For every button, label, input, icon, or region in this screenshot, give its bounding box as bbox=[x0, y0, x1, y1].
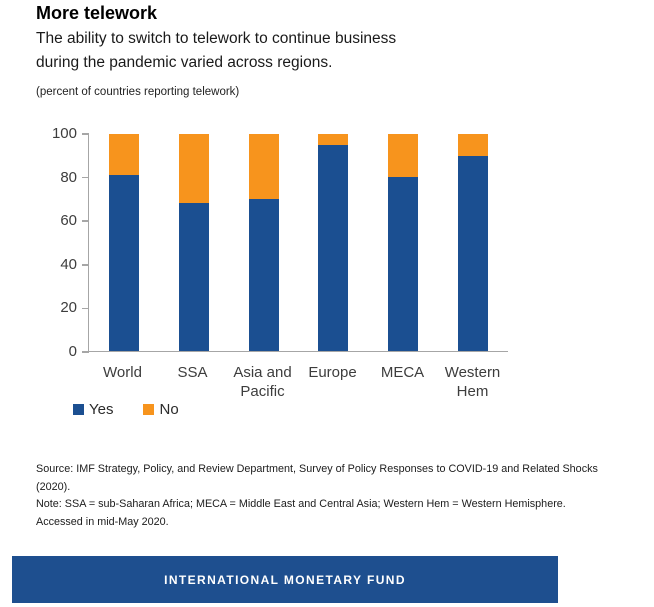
legend-label-no: No bbox=[159, 401, 179, 418]
y-tick-label-60: 60 bbox=[60, 212, 77, 230]
chart-plot-area: World SSA Asia and Pacific Europe MECA Wester… bbox=[52, 125, 508, 418]
bar-segment-yes-asia-and-pacific bbox=[248, 199, 279, 351]
no-swatch-icon bbox=[143, 404, 155, 415]
y-tick-label-80: 80 bbox=[60, 168, 77, 186]
bar-segment-yes-meca bbox=[388, 177, 419, 351]
subtitle-line-1: The ability to switch to telework to con… bbox=[36, 30, 397, 47]
x-axis-label-europe: Europe bbox=[308, 364, 357, 381]
subtitle-line-2: during the pandemic varied across region… bbox=[36, 54, 333, 71]
footer-line-1: Source: IMF Strategy, Policy, and Review… bbox=[36, 463, 598, 475]
y-tick-100 bbox=[82, 133, 89, 135]
bar-segment-no-world bbox=[109, 134, 139, 176]
y-tick-label-40: 40 bbox=[60, 255, 77, 273]
y-tick-label-20: 20 bbox=[60, 299, 77, 317]
legend-item-no: No bbox=[143, 401, 179, 418]
footer-line-4: Accessed in mid-May 2020. bbox=[36, 515, 169, 528]
yes-swatch-icon bbox=[73, 404, 84, 415]
legend-item-yes: Yes bbox=[73, 401, 113, 418]
stacked-bar-world bbox=[109, 134, 139, 351]
stacked-bar-asia-and-pacific bbox=[248, 134, 279, 351]
imf-banner-label: INTERNATIONAL MONETARY FUND bbox=[164, 572, 406, 587]
footer-line-3: Note: SSA = sub-Saharan Africa; MECA = M… bbox=[36, 498, 566, 510]
x-axis-label-meca: MECA bbox=[380, 364, 425, 381]
bar-segment-yes-western-hem bbox=[458, 155, 489, 351]
x-axis-label-asia-and-pacific: Asia and Pacific bbox=[233, 364, 292, 400]
footer-notes: Source: IMF Strategy, Policy, and Review… bbox=[36, 461, 636, 531]
y-tick-80 bbox=[82, 176, 89, 179]
stacked-bar-meca bbox=[388, 134, 419, 351]
bar-segment-no-meca bbox=[388, 134, 419, 178]
page-title: More telework bbox=[36, 3, 158, 23]
legend-label-yes: Yes bbox=[89, 401, 114, 418]
bar-segment-no-western-hem bbox=[458, 134, 489, 156]
imf-banner: INTERNATIONAL MONETARY FUND bbox=[12, 556, 558, 603]
y-tick-label-0: 0 bbox=[68, 343, 77, 360]
unit-note: (percent of countries reporting telework… bbox=[36, 86, 240, 98]
bar-segment-no-ssa bbox=[178, 134, 209, 204]
bar-slots bbox=[89, 134, 508, 351]
bar-segment-no-europe bbox=[318, 134, 349, 145]
y-tick-0 bbox=[82, 351, 89, 353]
bar-segment-yes-world bbox=[109, 175, 139, 351]
bar-slot-europe bbox=[298, 134, 368, 351]
stacked-bar-europe bbox=[318, 134, 349, 351]
footer-line-2: (2020). bbox=[36, 480, 71, 493]
bar-segment-yes-ssa bbox=[178, 203, 209, 351]
x-axis-label-world: World bbox=[103, 364, 142, 381]
y-tick-40 bbox=[82, 264, 89, 266]
x-axis-label-ssa: SSA bbox=[177, 364, 208, 381]
bar-segment-yes-europe bbox=[318, 144, 349, 351]
bar-slot-ssa bbox=[159, 134, 229, 351]
bar-segment-no-asia-and-pacific bbox=[248, 134, 279, 200]
y-tick-20 bbox=[82, 307, 89, 310]
stacked-bar-ssa bbox=[178, 134, 209, 351]
bar-slot-western-hem bbox=[438, 134, 508, 351]
stacked-bar-western-hem bbox=[458, 134, 489, 351]
x-axis-labels: World SSA Asia and Pacific Europe MECA Wester… bbox=[88, 363, 508, 401]
y-tick-label-100: 100 bbox=[51, 125, 77, 142]
chart-legend: Yes No bbox=[73, 401, 179, 418]
x-axis-label-western-hem: Western Hem bbox=[444, 364, 501, 400]
y-tick-60 bbox=[82, 220, 89, 222]
bar-slot-world bbox=[89, 134, 159, 351]
bar-slot-meca bbox=[368, 134, 438, 351]
bar-slot-asia-and-pacific bbox=[229, 134, 299, 351]
